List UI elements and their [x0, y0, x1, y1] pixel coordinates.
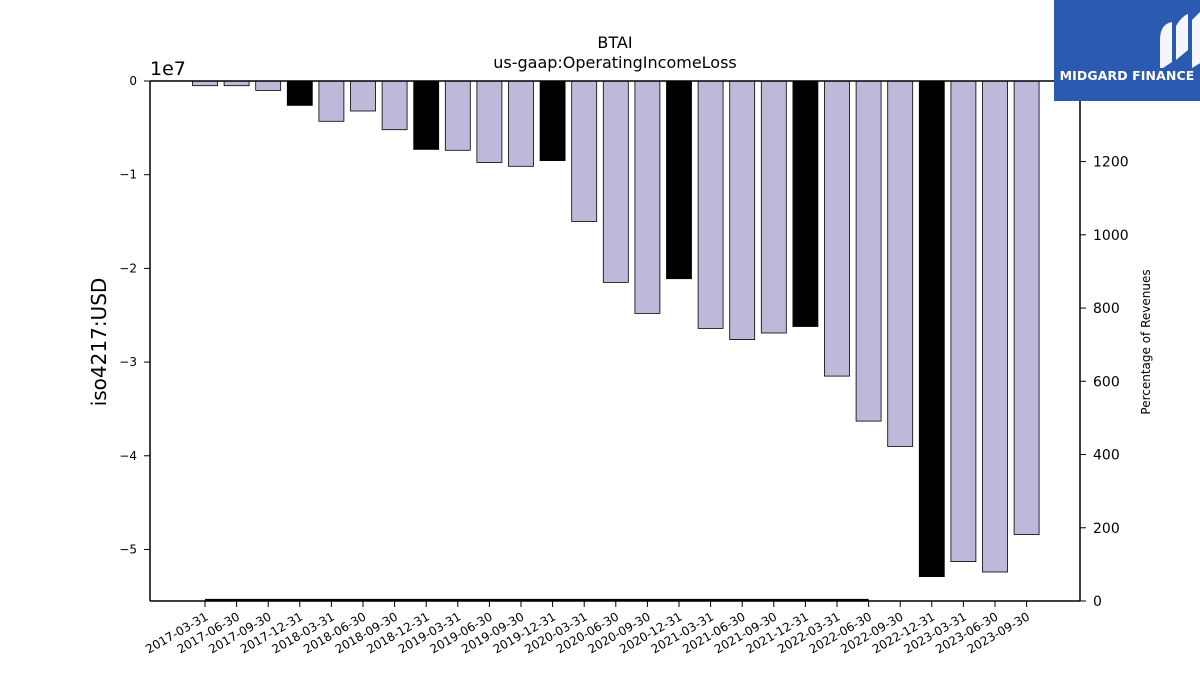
- bar-2019-03-31: [444, 80, 471, 151]
- chart-title: BTAI: [597, 33, 632, 52]
- bar-2018-09-30: [381, 80, 408, 131]
- bar-2018-06-30: [350, 80, 376, 112]
- bar-2023-03-31: [950, 80, 977, 563]
- y-offset-label: 1e7: [150, 58, 186, 80]
- y2-tick-label: 1200: [1093, 155, 1129, 171]
- bar-2019-06-30: [476, 80, 503, 163]
- y2-axis-label: Percentage of Revenues: [1139, 269, 1153, 414]
- bar-2021-09-30: [760, 80, 787, 334]
- bar-2021-06-30: [729, 80, 756, 341]
- y2-tick-label: 0: [1093, 594, 1102, 610]
- y-tick-label: −3: [119, 355, 137, 369]
- y2-tick-label: 600: [1093, 374, 1120, 390]
- x-ticks-layer: 2017-03-312017-06-302017-09-302017-12-31…: [143, 601, 1032, 656]
- y-tick-label: −1: [119, 168, 137, 182]
- y2-tick-label: 400: [1093, 448, 1120, 464]
- y-axis-label: iso4217:USD: [87, 278, 111, 407]
- bar-2017-09-30: [255, 80, 282, 91]
- logo-brand-text: MIDGARD FINANCE: [1059, 68, 1195, 83]
- bar-2021-03-31: [697, 80, 724, 329]
- y-tick-label: −5: [119, 542, 137, 556]
- midgard-finance-logo: MIDGARD FINANCE: [1054, 0, 1200, 101]
- bar-2020-12-31: [666, 80, 692, 280]
- y2-tick-label: 1000: [1093, 228, 1129, 244]
- bar-2019-09-30: [508, 80, 534, 167]
- bar-2019-12-31: [539, 80, 566, 161]
- bar-2020-03-31: [571, 80, 598, 222]
- bar-2023-06-30: [982, 80, 1008, 573]
- bar-2018-03-31: [318, 80, 345, 122]
- midgard-logo-icon: [1160, 12, 1200, 68]
- y-tick-label: −4: [119, 449, 137, 463]
- y-ticks-layer: 0 −1 −2 −3 −4 −5: [119, 74, 150, 556]
- bar-2022-03-31: [824, 80, 850, 377]
- bar-2022-09-30: [887, 80, 914, 447]
- y2-tick-label: 200: [1093, 521, 1120, 537]
- bar-2018-12-31: [413, 80, 440, 150]
- chart-subtitle: us-gaap:OperatingIncomeLoss: [493, 53, 737, 72]
- y2-ticks-layer: 0 200 400 600 800 1000 1200: [1080, 155, 1129, 610]
- bar-2020-09-30: [634, 80, 661, 314]
- y-tick-label: −2: [119, 261, 137, 275]
- bar-2020-06-30: [602, 80, 629, 283]
- bars-layer: [192, 80, 1040, 578]
- bar-2021-12-31: [792, 80, 819, 327]
- y2-tick-label: 800: [1093, 301, 1120, 317]
- bar-2023-09-30: [1013, 80, 1040, 535]
- y-tick-label: 0: [129, 74, 137, 88]
- bar-2022-12-31: [918, 80, 945, 578]
- axes-layer: [149, 80, 1081, 602]
- bar-2022-06-30: [855, 80, 882, 422]
- bar-2017-12-31: [286, 80, 313, 106]
